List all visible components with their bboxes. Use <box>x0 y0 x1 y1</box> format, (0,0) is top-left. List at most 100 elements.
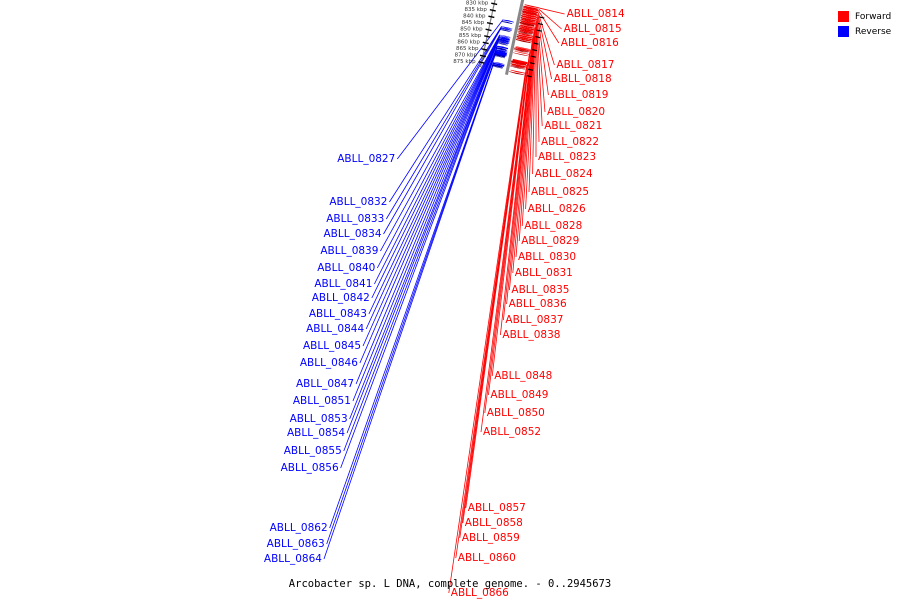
gene-label-abll_0843[interactable]: ABLL_0843 <box>309 308 367 320</box>
gene-label-abll_0819[interactable]: ABLL_0819 <box>550 89 608 101</box>
gene-label-abll_0842[interactable]: ABLL_0842 <box>312 292 370 304</box>
gene-label-abll_0831[interactable]: ABLL_0831 <box>515 267 573 279</box>
gene-label-abll_0832[interactable]: ABLL_0832 <box>329 196 387 208</box>
gene-arrow-abll_0838[interactable] <box>517 37 533 42</box>
gene-arrow-abll_0829[interactable] <box>519 27 535 32</box>
gene-label-abll_0839[interactable]: ABLL_0839 <box>320 245 378 257</box>
gene-label-abll_0863[interactable]: ABLL_0863 <box>267 538 325 550</box>
gene-arrow-abll_0817[interactable] <box>523 8 539 14</box>
gene-label-abll_0826[interactable]: ABLL_0826 <box>528 203 586 215</box>
gene-arrow-abll_0825[interactable] <box>520 23 536 28</box>
gene-arrow-abll_0859[interactable] <box>511 63 527 67</box>
gene-arrow-abll_0858[interactable] <box>512 61 527 66</box>
gene-label-abll_0827[interactable]: ABLL_0827 <box>337 153 395 165</box>
gene-arrow-abll_0822[interactable] <box>521 17 537 22</box>
gene-label-abll_0854[interactable]: ABLL_0854 <box>287 427 345 439</box>
gene-arrow-abll_0823[interactable] <box>521 18 537 23</box>
gene-arrow-abll_0845[interactable] <box>498 40 510 43</box>
gene-arrow-abll_0843[interactable] <box>498 38 510 42</box>
gene-label-abll_0866[interactable]: ABLL_0866 <box>451 587 509 599</box>
gene-arrow-abll_0860[interactable] <box>511 64 527 68</box>
gene-arrow-abll_0828[interactable] <box>519 26 535 31</box>
gene-label-abll_0824[interactable]: ABLL_0824 <box>535 168 593 180</box>
gene-arrow-abll_0841[interactable] <box>499 36 511 39</box>
gene-arrow-abll_0830[interactable] <box>519 29 535 33</box>
gene-label-abll_0852[interactable]: ABLL_0852 <box>483 426 541 438</box>
gene-label-abll_0818[interactable]: ABLL_0818 <box>554 73 612 85</box>
gene-label-abll_0860[interactable]: ABLL_0860 <box>458 552 516 564</box>
gene-label-abll_0846[interactable]: ABLL_0846 <box>300 357 358 369</box>
gene-arrow-abll_0826[interactable] <box>520 24 535 29</box>
gene-label-abll_0817[interactable]: ABLL_0817 <box>556 59 614 71</box>
gene-arrow-abll_0839[interactable] <box>499 34 511 38</box>
gene-label-abll_0838[interactable]: ABLL_0838 <box>502 329 560 341</box>
gene-label-abll_0815[interactable]: ABLL_0815 <box>564 23 622 35</box>
gene-arrow-abll_0855[interactable] <box>495 50 507 56</box>
gene-arrow-abll_0821[interactable] <box>522 15 537 20</box>
gene-arrow-abll_0835[interactable] <box>518 32 534 37</box>
gene-arrow-abll_0824[interactable] <box>521 20 536 25</box>
gene-label-abll_0821[interactable]: ABLL_0821 <box>544 120 602 132</box>
gene-arrow-abll_0837[interactable] <box>517 36 533 40</box>
gene-label-abll_0845[interactable]: ABLL_0845 <box>303 340 361 352</box>
gene-arrow-abll_0862[interactable] <box>493 61 505 65</box>
gene-label-abll_0833[interactable]: ABLL_0833 <box>326 213 384 225</box>
gene-arrow-abll_0831[interactable] <box>519 30 534 34</box>
gene-label-abll_0837[interactable]: ABLL_0837 <box>505 314 563 326</box>
gene-arrow-abll_0833[interactable] <box>501 26 513 30</box>
gene-label-abll_0844[interactable]: ABLL_0844 <box>306 323 364 335</box>
gene-arrow-abll_0857[interactable] <box>512 58 528 65</box>
gene-label-abll_0840[interactable]: ABLL_0840 <box>317 262 375 274</box>
gene-arrow-abll_0827[interactable] <box>502 19 514 23</box>
gene-arrow-abll_0816[interactable] <box>524 6 539 12</box>
gene-arrow-abll_0819[interactable] <box>522 11 538 16</box>
gene-label-abll_0850[interactable]: ABLL_0850 <box>487 407 545 419</box>
gene-arrow-abll_0815[interactable] <box>524 5 540 10</box>
gene-label-abll_0816[interactable]: ABLL_0816 <box>561 37 619 49</box>
gene-arrow-abll_0856[interactable] <box>495 54 507 57</box>
gene-label-abll_0823[interactable]: ABLL_0823 <box>538 151 596 163</box>
gene-label-abll_0851[interactable]: ABLL_0851 <box>293 395 351 407</box>
gene-label-abll_0841[interactable]: ABLL_0841 <box>314 278 372 290</box>
gene-arrow-abll_0866[interactable] <box>510 69 526 74</box>
gene-arrow-abll_0840[interactable] <box>499 35 511 39</box>
gene-arrow-abll_0849[interactable] <box>515 46 531 51</box>
gene-arrow-abll_0846[interactable] <box>498 40 510 44</box>
gene-label-abll_0848[interactable]: ABLL_0848 <box>494 370 552 382</box>
gene-arrow-abll_0864[interactable] <box>493 64 505 68</box>
gene-label-abll_0814[interactable]: ABLL_0814 <box>567 8 625 20</box>
gene-arrow-abll_0842[interactable] <box>499 37 510 41</box>
gene-arrow-abll_0850[interactable] <box>515 48 530 52</box>
gene-label-abll_0847[interactable]: ABLL_0847 <box>296 378 354 390</box>
gene-label-abll_0849[interactable]: ABLL_0849 <box>490 389 548 401</box>
gene-arrow-abll_0848[interactable] <box>515 46 531 50</box>
gene-label-abll_0855[interactable]: ABLL_0855 <box>284 445 342 457</box>
gene-arrow-abll_0847[interactable] <box>498 41 510 45</box>
gene-arrow-abll_0820[interactable] <box>522 13 538 19</box>
gene-label-abll_0825[interactable]: ABLL_0825 <box>531 186 589 198</box>
gene-label-abll_0862[interactable]: ABLL_0862 <box>270 522 328 534</box>
gene-label-abll_0859[interactable]: ABLL_0859 <box>462 532 520 544</box>
gene-arrow-abll_0844[interactable] <box>498 39 510 43</box>
gene-label-abll_0820[interactable]: ABLL_0820 <box>547 106 605 118</box>
gene-label-abll_0857[interactable]: ABLL_0857 <box>468 502 526 514</box>
gene-label-abll_0830[interactable]: ABLL_0830 <box>518 251 576 263</box>
gene-arrow-abll_0814[interactable] <box>524 4 540 9</box>
gene-arrow-abll_0854[interactable] <box>496 49 508 53</box>
gene-arrow-abll_0818[interactable] <box>523 10 538 15</box>
gene-label-abll_0834[interactable]: ABLL_0834 <box>323 228 381 240</box>
gene-label-abll_0836[interactable]: ABLL_0836 <box>509 298 567 310</box>
gene-label-abll_0822[interactable]: ABLL_0822 <box>541 136 599 148</box>
gene-arrow-abll_0863[interactable] <box>493 62 505 67</box>
gene-arrow-abll_0834[interactable] <box>501 27 512 31</box>
gene-label-abll_0864[interactable]: ABLL_0864 <box>264 553 322 565</box>
gene-arrow-abll_0852[interactable] <box>514 51 530 55</box>
gene-label-abll_0835[interactable]: ABLL_0835 <box>511 284 569 296</box>
gene-label-abll_0829[interactable]: ABLL_0829 <box>521 235 579 247</box>
gene-label-abll_0828[interactable]: ABLL_0828 <box>524 220 582 232</box>
gene-arrow-abll_0836[interactable] <box>518 34 533 39</box>
gene-arrow-abll_0832[interactable] <box>501 26 513 29</box>
gene-label-abll_0858[interactable]: ABLL_0858 <box>465 517 523 529</box>
gene-arrow-abll_0851[interactable] <box>497 45 509 50</box>
gene-label-abll_0856[interactable]: ABLL_0856 <box>281 462 339 474</box>
